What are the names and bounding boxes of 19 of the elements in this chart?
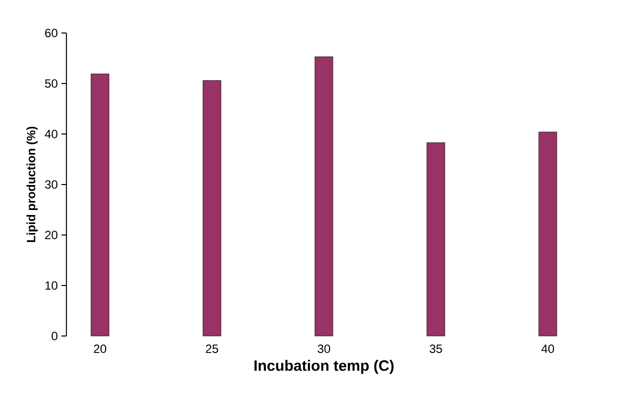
x-axis-title: Incubation temp (C) (254, 360, 394, 374)
y-tick-label: 40 (44, 130, 58, 138)
x-tick-label: 35 (430, 344, 442, 354)
y-tick-label: 10 (45, 281, 58, 290)
x-tick-label: 40 (541, 344, 554, 354)
bar (90, 74, 110, 336)
y-axis-title: Lipid production (%) (26, 126, 38, 242)
y-tick-label: 50 (45, 79, 58, 88)
bar (314, 56, 334, 336)
bar (202, 80, 222, 336)
y-tick-label: 20 (45, 230, 58, 240)
y-tick-label: 0 (52, 332, 58, 340)
x-tick-label: 25 (206, 344, 218, 354)
y-tick-label: 60 (45, 28, 58, 38)
y-tick-label: 30 (44, 180, 58, 189)
bar (538, 132, 558, 336)
x-tick-label: 20 (94, 344, 106, 354)
x-tick-label: 30 (318, 344, 330, 354)
bar (426, 142, 446, 336)
